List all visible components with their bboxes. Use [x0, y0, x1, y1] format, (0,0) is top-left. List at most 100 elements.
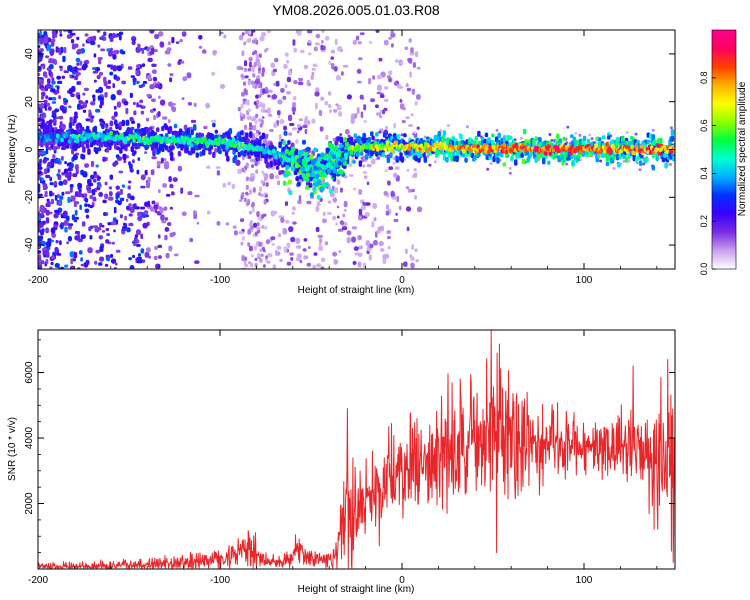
spectrogram-cell: [63, 70, 69, 74]
spectrogram-cell: [108, 50, 113, 57]
spectrogram-cell: [186, 127, 191, 135]
spectrogram-cell: [352, 39, 358, 45]
spectrogram-cell: [272, 148, 276, 154]
spectrogram-cell: [196, 221, 200, 225]
spectrogram-cell: [266, 107, 271, 114]
spectrogram-cell: [89, 195, 94, 200]
spectrogram-cell: [315, 33, 321, 39]
spectrogram-cell: [50, 261, 54, 266]
spectrogram-cell: [248, 108, 251, 113]
spectrogram-cell: [160, 214, 165, 221]
spectrogram-cell: [55, 239, 59, 244]
spectrogram-cell: [286, 76, 292, 83]
spectrogram-cell: [48, 69, 52, 76]
spectrogram-cell: [314, 174, 319, 179]
spectrogram-cell: [61, 172, 65, 176]
colorbar-axes: 0.0 0.2 0.4 0.6 0.8: [699, 29, 737, 275]
spectrogram-cell: [142, 81, 148, 84]
spectrogram-cell: [617, 162, 621, 168]
spectrogram-cell: [247, 68, 252, 72]
spectrogram-cell: [273, 83, 277, 86]
spectrogram-cell: [247, 154, 252, 159]
spectrogram-cell: [45, 217, 50, 224]
spectrogram-cell: [62, 55, 66, 63]
spectrogram-cell: [351, 226, 357, 230]
spectrogram-cell: [292, 206, 296, 211]
spectrogram-cell: [166, 47, 172, 52]
spectrogram-cell: [76, 81, 80, 85]
spectrogram-cell: [99, 245, 104, 252]
spectrogram-cell: [376, 112, 382, 116]
spectrogram-cell: [338, 143, 343, 149]
spectrogram-cell: [106, 233, 111, 236]
spectrogram-cell: [312, 265, 316, 269]
spectrogram-cell: [376, 91, 382, 95]
spectrogram-cell: [318, 110, 323, 116]
spectrogram-cell: [165, 161, 169, 167]
spectrogram-cell: [383, 253, 390, 259]
spectrogram-cell: [253, 245, 257, 251]
spectrogram-cell: [205, 102, 211, 109]
spectrogram-cell: [388, 37, 392, 40]
spectrogram-cell: [308, 182, 313, 188]
spectrogram-cell: [277, 99, 283, 105]
x-tick-label: -100: [210, 275, 230, 286]
spectrogram-cell: [404, 46, 409, 50]
spectrogram-cell: [46, 83, 52, 89]
spectrogram-cell: [225, 222, 230, 226]
spectrogram-cell: [269, 173, 275, 180]
spectrogram-cell: [296, 123, 301, 128]
spectrogram-cell: [307, 39, 312, 44]
spectrogram-cell: [417, 156, 421, 163]
spectrogram-cell: [345, 129, 350, 135]
spectrogram-cell: [128, 163, 133, 170]
spectrogram-cell: [383, 190, 388, 196]
spectrogram-cell: [76, 37, 79, 40]
spectrogram-cell: [38, 220, 42, 225]
spectrogram-cell: [251, 30, 256, 33]
spectrogram-cell: [61, 75, 66, 79]
x-tick-label: 0: [399, 575, 405, 586]
spectrogram-cell: [411, 244, 414, 250]
spectrogram-cell: [135, 229, 142, 236]
spectrogram-cell: [212, 151, 216, 158]
spectrogram-cell: [247, 242, 251, 247]
spectrogram-cell: [370, 158, 376, 165]
spectrogram-cell: [405, 116, 410, 120]
spectrogram-cell: [201, 149, 206, 156]
spectrogram-cell: [296, 181, 301, 187]
spectrogram-cell: [547, 160, 551, 165]
spectrogram-cell: [477, 130, 481, 137]
spectrogram-cell: [390, 30, 394, 36]
spectrogram-cell: [95, 249, 101, 254]
spectrogram-cell: [276, 245, 282, 250]
spectrogram-cell: [80, 169, 84, 175]
spectrogram-cell: [358, 160, 363, 167]
spectrogram-cell: [38, 216, 42, 222]
spectrogram-cell: [357, 80, 362, 84]
spectrogram-cell: [211, 119, 217, 123]
spectrogram-cell: [97, 57, 103, 60]
spectrogram-cell: [419, 143, 423, 149]
spectrogram-cell: [267, 253, 273, 258]
spectrogram-cell: [249, 61, 252, 68]
spectrogram-cell: [136, 48, 141, 53]
spectrogram-cell: [259, 248, 263, 253]
spectrogram-cell: [329, 109, 332, 113]
spectrogram-cell: [358, 57, 363, 61]
spectrogram-cell: [67, 30, 73, 34]
spectrogram-cell: [313, 252, 318, 256]
spectrogram-cell: [130, 146, 134, 153]
spectrogram-cell: [171, 145, 175, 150]
spectrogram-cell: [78, 105, 84, 110]
spectrogram-cell: [410, 256, 415, 261]
spectrogram-cell: [110, 253, 114, 258]
spectrogram-cell: [112, 217, 117, 222]
spectrogram-cell: [251, 206, 255, 213]
spectrogram-cell: [596, 154, 601, 159]
spectrogram-cell: [132, 39, 136, 42]
spectrogram-cell: [383, 39, 389, 46]
spectrogram-cell: [177, 150, 182, 157]
spectrogram-cell: [248, 30, 252, 35]
spectrogram-cell: [109, 191, 113, 197]
